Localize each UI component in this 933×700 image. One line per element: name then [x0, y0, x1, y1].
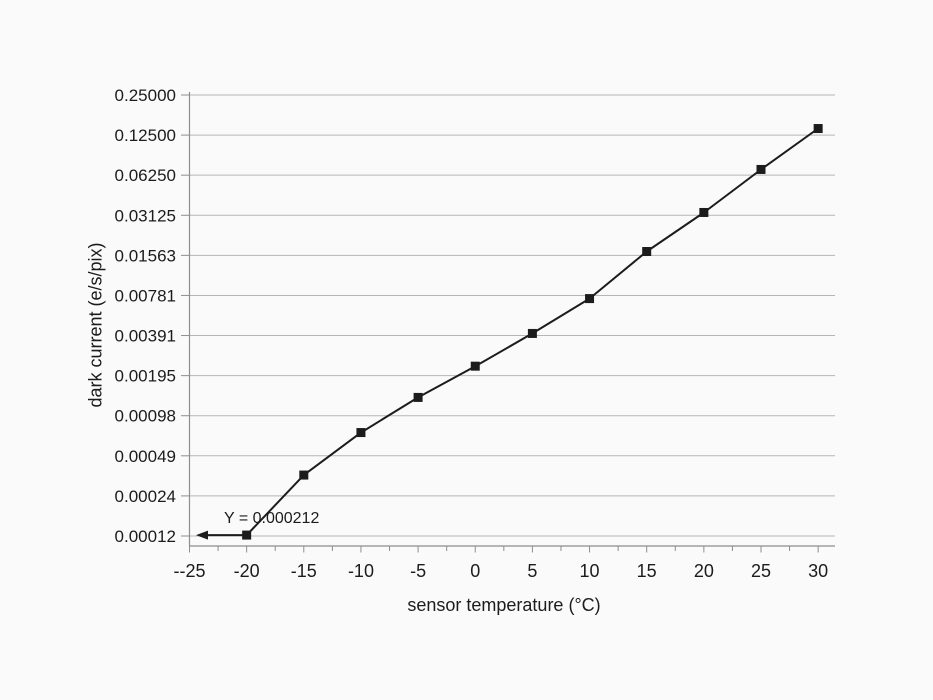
data-point-marker — [813, 124, 823, 134]
data-point-marker — [413, 392, 423, 402]
annotation-arrow-head — [196, 530, 208, 540]
data-point-marker — [527, 328, 537, 338]
annotation-arrow — [196, 530, 243, 540]
x-tick-label: 20 — [694, 561, 714, 581]
x-tick-label: 0 — [470, 561, 480, 581]
y-tick-label: 0.25000 — [115, 86, 176, 105]
y-tick-label: 0.00049 — [115, 447, 176, 466]
x-tick-label: --25 — [173, 561, 205, 581]
x-tick-label: -5 — [410, 561, 426, 581]
x-axis-ticks — [189, 546, 819, 553]
series-markers — [242, 124, 823, 540]
y-tick-labels: 0.25000 0.12500 0.06250 0.03125 0.01563 0.007… — [115, 86, 176, 546]
x-tick-label: -10 — [348, 561, 374, 581]
y-axis-title: dark current (e/s/pix) — [85, 242, 106, 408]
x-tick-label: 15 — [637, 561, 657, 581]
data-point-marker — [356, 428, 366, 438]
axes — [188, 92, 835, 547]
y-tick-label: 0.00098 — [115, 407, 176, 426]
x-tick-label: 5 — [527, 561, 537, 581]
data-point-marker — [242, 530, 252, 540]
y-tick-label: 0.00024 — [115, 487, 176, 506]
data-point-marker — [585, 294, 595, 304]
x-tick-label: -15 — [291, 561, 317, 581]
y-tick-label: 0.03125 — [115, 206, 176, 225]
x-axis-title: sensor temperature (°C) — [407, 595, 601, 615]
x-tick-label: 10 — [580, 561, 600, 581]
x-tick-labels: --25 -20 -15 -10 -5 0 5 10 15 20 25 30 — [173, 561, 828, 581]
y-axis-ticks — [181, 94, 190, 537]
y-tick-label: 0.00391 — [115, 327, 176, 346]
point-value-annotation: Y = 0.000212 — [224, 510, 320, 527]
data-point-marker — [470, 361, 480, 371]
x-tick-label: 25 — [751, 561, 771, 581]
gridlines — [189, 94, 835, 537]
y-tick-label: 0.06250 — [115, 166, 176, 185]
data-point-marker — [642, 247, 652, 257]
y-tick-label: 0.00012 — [115, 527, 176, 546]
x-tick-label: 30 — [808, 561, 828, 581]
y-tick-label: 0.12500 — [115, 126, 176, 145]
data-point-marker — [756, 164, 766, 174]
data-point-marker — [699, 207, 709, 217]
data-point-marker — [299, 470, 309, 480]
y-tick-label: 0.00195 — [115, 367, 176, 386]
x-tick-label: -20 — [234, 561, 260, 581]
y-tick-label: 0.00781 — [115, 286, 176, 305]
y-tick-label: 0.01563 — [115, 246, 176, 265]
